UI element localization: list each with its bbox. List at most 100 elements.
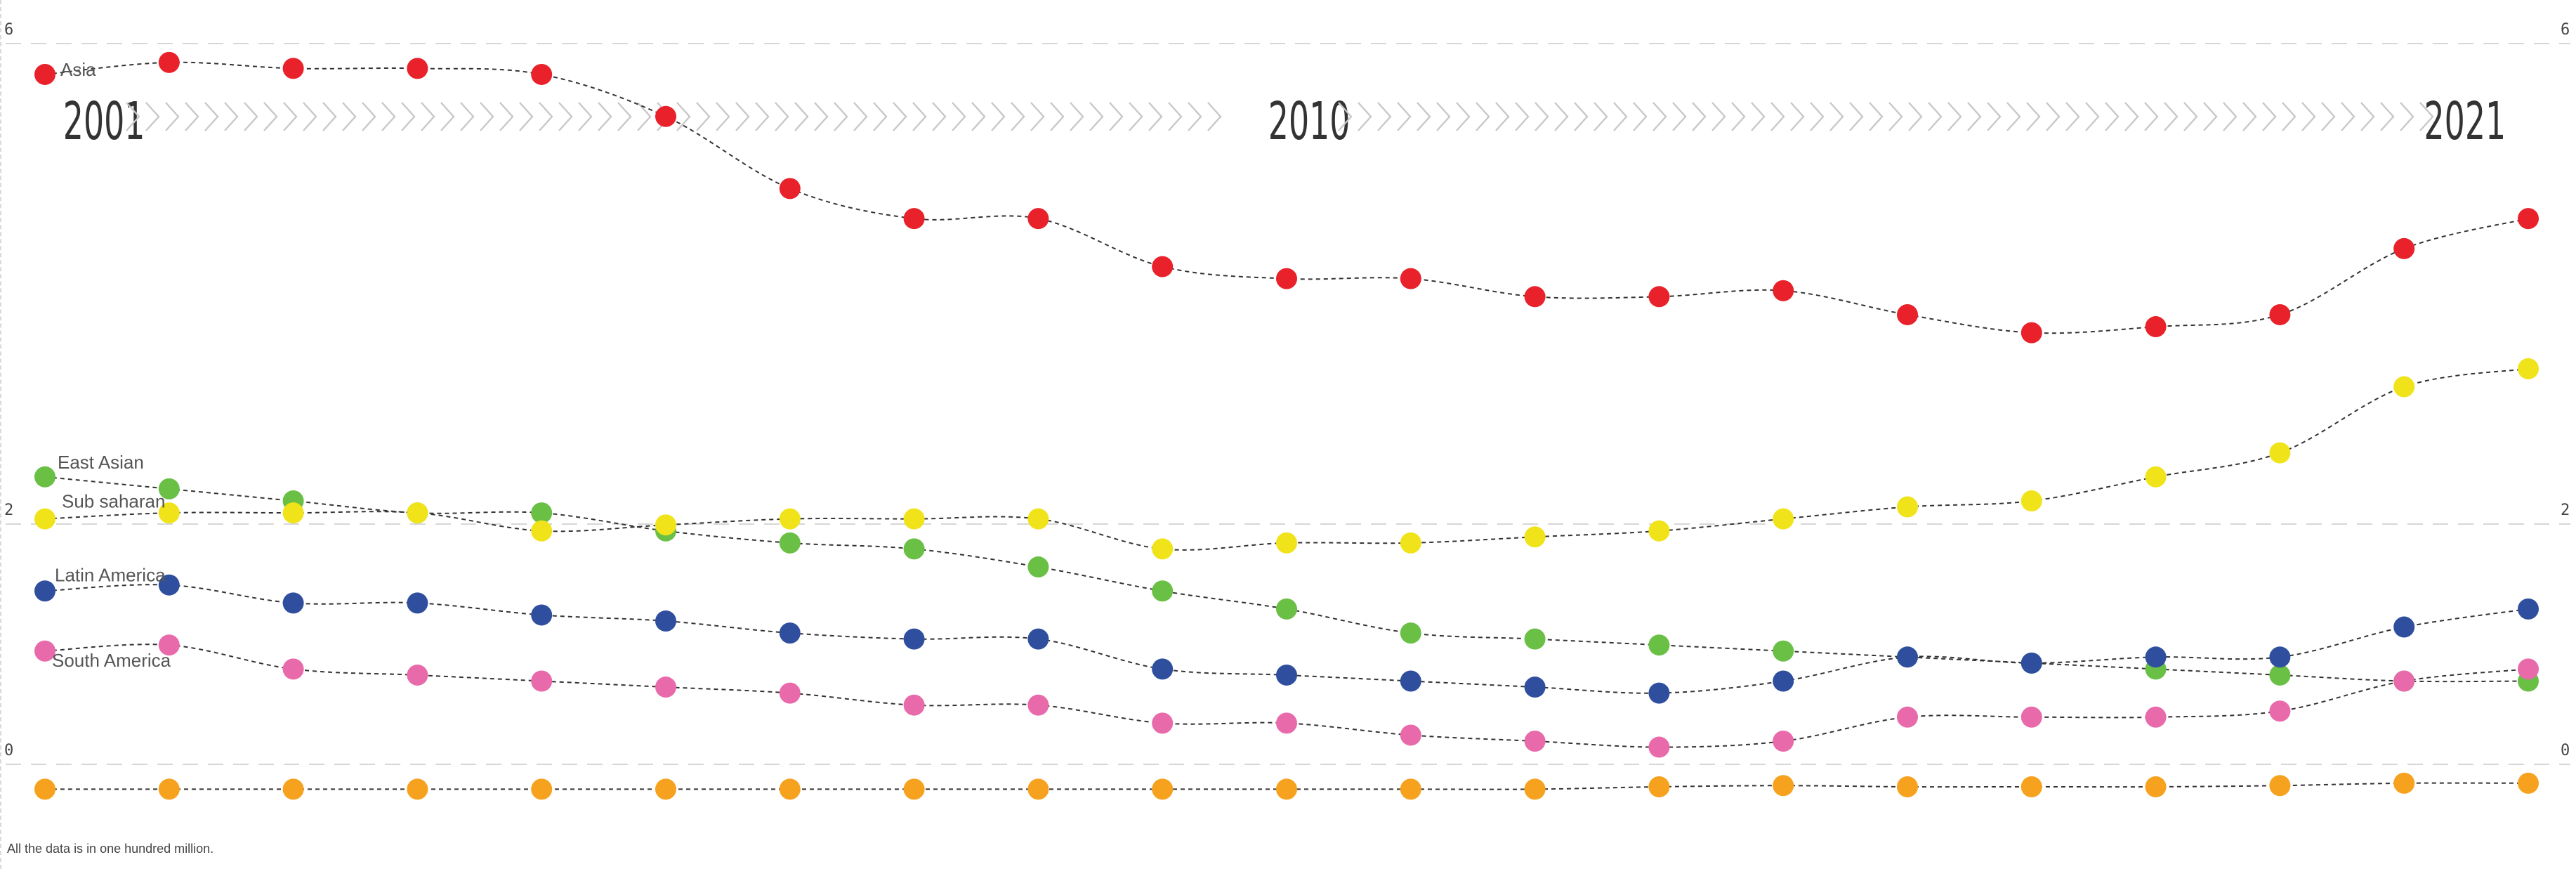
point-latin-america-2014 bbox=[1648, 682, 1670, 704]
point-south-america-2007 bbox=[779, 682, 801, 704]
point-sub-saharan-2013 bbox=[1524, 526, 1546, 548]
timeline-chevron-a-45 bbox=[1011, 102, 1025, 131]
timeline-chevron-b-55 bbox=[2419, 102, 2434, 131]
point-sub-saharan-2018 bbox=[2145, 466, 2167, 488]
timeline-chevron-b-46 bbox=[2242, 102, 2257, 131]
point-unlabeled-2002 bbox=[158, 778, 180, 800]
timeline-chevron-b-48 bbox=[2282, 102, 2296, 131]
point-asia-2003 bbox=[282, 58, 304, 79]
point-latin-america-2005 bbox=[531, 604, 553, 626]
series-label-south-america: South America bbox=[52, 650, 171, 671]
timeline-chevron-a-18 bbox=[480, 102, 494, 131]
point-east-asian-2002 bbox=[158, 478, 180, 499]
timeline-chevron-b-16 bbox=[1652, 102, 1667, 131]
timeline-chevron-b-17 bbox=[1672, 102, 1687, 131]
timeline-chevron-b-31 bbox=[1947, 102, 1962, 131]
point-sub-saharan-2011 bbox=[1276, 532, 1297, 554]
timeline-chevron-a-12 bbox=[362, 102, 376, 131]
point-unlabeled-2020 bbox=[2393, 772, 2415, 794]
y-tick-right-2: 2 bbox=[2561, 502, 2570, 519]
point-east-asian-2009 bbox=[1027, 556, 1049, 578]
timeline-chevron-b-9 bbox=[1515, 102, 1530, 131]
timeline-chevron-b-1 bbox=[1358, 102, 1372, 131]
grid-layer: 0 0 2 2 6 6 bbox=[4, 21, 2570, 765]
timeline-chevron-b-38 bbox=[2085, 102, 2100, 131]
timeline-chevron-a-19 bbox=[499, 102, 514, 131]
point-unlabeled-2009 bbox=[1027, 778, 1049, 800]
point-asia-2009 bbox=[1027, 208, 1049, 230]
point-asia-2013 bbox=[1524, 286, 1546, 308]
timeline-chevron-a-53 bbox=[1168, 102, 1183, 131]
point-east-asian-2001 bbox=[34, 466, 55, 488]
timeline-chevron-a-43 bbox=[971, 102, 986, 131]
point-unlabeled-2010 bbox=[1152, 778, 1174, 800]
point-south-america-2011 bbox=[1276, 712, 1297, 734]
timeline-chevron-a-30 bbox=[716, 102, 730, 131]
point-sub-saharan-2016 bbox=[1897, 496, 1918, 518]
point-south-america-2013 bbox=[1524, 731, 1546, 752]
series-dots bbox=[34, 51, 2539, 800]
series-line-unlabeled bbox=[45, 782, 2529, 790]
series-line-east-asian bbox=[44, 476, 2529, 683]
point-sub-saharan-2010 bbox=[1152, 538, 1174, 560]
point-asia-2008 bbox=[903, 208, 925, 230]
point-south-america-2016 bbox=[1897, 706, 1918, 728]
point-south-america-2018 bbox=[2145, 706, 2167, 728]
units-footnote: All the data is in one hundred million. bbox=[7, 842, 214, 856]
point-unlabeled-2014 bbox=[1648, 776, 1670, 797]
point-asia-2005 bbox=[531, 63, 553, 85]
y-tick-left-2: 2 bbox=[4, 502, 13, 519]
timeline-chevron-b-42 bbox=[2164, 102, 2179, 131]
point-asia-2017 bbox=[2020, 322, 2042, 344]
point-sub-saharan-2015 bbox=[1773, 508, 1794, 530]
point-asia-2020 bbox=[2393, 237, 2415, 259]
series-label-asia: Asia bbox=[60, 59, 96, 80]
point-sub-saharan-2004 bbox=[407, 502, 428, 524]
point-asia-2021 bbox=[2518, 208, 2539, 230]
series-line-latin-america bbox=[44, 584, 2529, 694]
timeline-chevron-b-44 bbox=[2203, 102, 2218, 131]
timeline-chevron-b-43 bbox=[2183, 102, 2198, 131]
timeline-chevron-a-2 bbox=[165, 102, 180, 131]
timeline-chevron-b-37 bbox=[2065, 102, 2080, 131]
point-unlabeled-2011 bbox=[1276, 778, 1297, 800]
y-tick-right-6: 6 bbox=[2561, 21, 2570, 39]
timeline-chevron-a-11 bbox=[342, 102, 357, 131]
timeline-chevron-b-7 bbox=[1476, 102, 1490, 131]
timeline-chevron-a-22 bbox=[558, 102, 573, 131]
timeline-chevron-b-27 bbox=[1869, 102, 1884, 131]
timeline-chevron-a-36 bbox=[834, 102, 848, 131]
timeline-chevron-a-6 bbox=[244, 102, 258, 131]
timeline-chevron-a-42 bbox=[952, 102, 966, 131]
point-unlabeled-2003 bbox=[282, 778, 304, 800]
timeline-chevron-a-51 bbox=[1129, 102, 1143, 131]
timeline-chevron-b-18 bbox=[1692, 102, 1707, 131]
point-latin-america-2010 bbox=[1152, 658, 1174, 680]
timeline-chevron-b-52 bbox=[2360, 102, 2375, 131]
timeline-chevron-b-6 bbox=[1456, 102, 1471, 131]
timeline-chevron-b-12 bbox=[1574, 102, 1589, 131]
timeline-chevron-a-46 bbox=[1030, 102, 1045, 131]
point-south-america-2014 bbox=[1648, 736, 1670, 758]
timeline-chevron-a-9 bbox=[303, 102, 317, 131]
timeline-chevron-b-34 bbox=[2006, 102, 2021, 131]
timeline-chevron-a-29 bbox=[696, 102, 711, 131]
point-asia-2010 bbox=[1152, 256, 1174, 277]
point-sub-saharan-2001 bbox=[34, 508, 55, 530]
timeline-chevron-a-17 bbox=[460, 102, 475, 131]
timeline-header: 2001 2010 2021 bbox=[63, 91, 2506, 152]
point-sub-saharan-2002 bbox=[158, 502, 180, 524]
timeline-chevron-b-51 bbox=[2341, 102, 2355, 131]
point-east-asian-2011 bbox=[1276, 598, 1297, 620]
series-label-sub-saharan: Sub saharan bbox=[62, 491, 165, 512]
point-south-america-2021 bbox=[2518, 658, 2539, 680]
point-unlabeled-2018 bbox=[2145, 776, 2167, 797]
point-south-america-2020 bbox=[2393, 670, 2415, 692]
point-unlabeled-2021 bbox=[2518, 772, 2539, 794]
timeline-chevron-a-7 bbox=[263, 102, 278, 131]
timeline-chevron-a-39 bbox=[893, 102, 907, 131]
point-asia-2004 bbox=[407, 58, 428, 79]
point-sub-saharan-2020 bbox=[2393, 376, 2415, 398]
timeline-chevron-a-40 bbox=[912, 102, 927, 131]
timeline-chevron-a-24 bbox=[598, 102, 612, 131]
